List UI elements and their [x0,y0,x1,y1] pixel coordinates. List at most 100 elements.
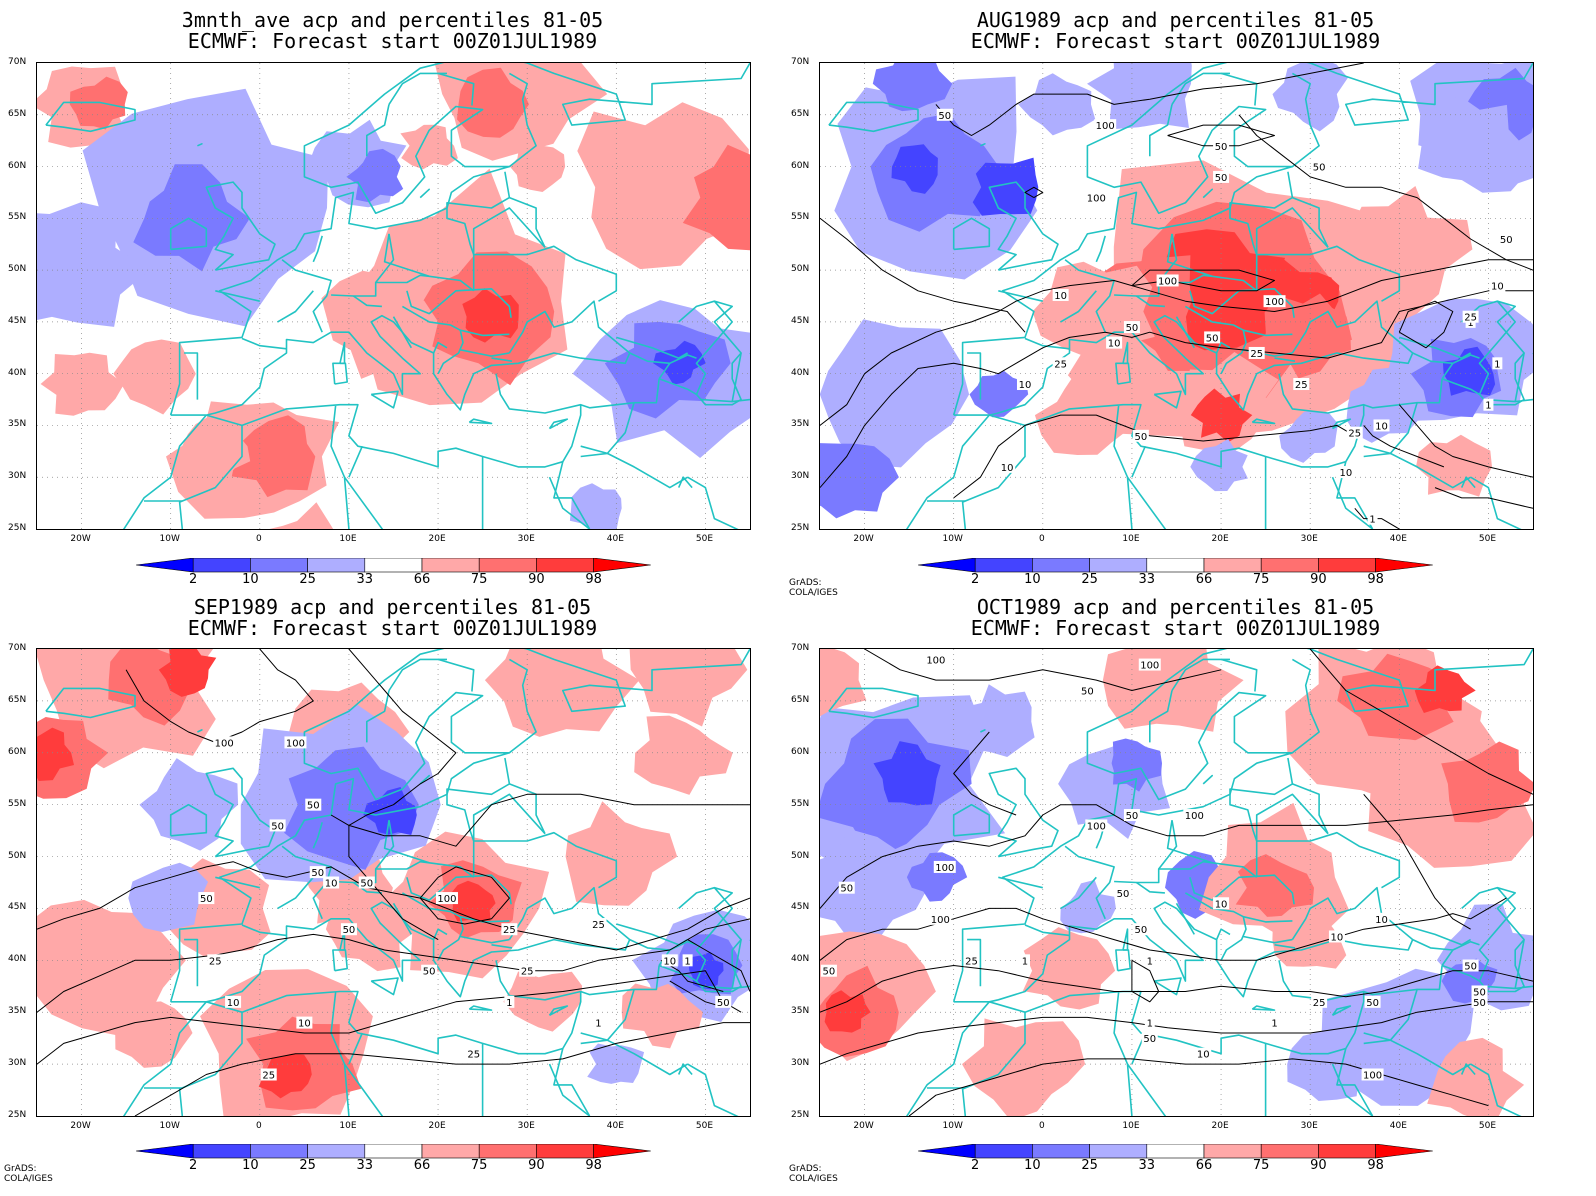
coastlines [45,63,750,529]
contour-label: 50 [1143,1034,1156,1045]
contour-label-bg [1144,954,1155,967]
coastline [1060,290,1097,323]
lon-tick-label: 30E [1300,1121,1318,1131]
coastline [330,992,350,1116]
contour-line [1398,404,1533,478]
coastline [989,373,1365,468]
coastline [1452,940,1480,951]
contour-label-bg [933,860,956,873]
colorbar-label: 33 [1138,572,1156,587]
contour-label: 25 [1348,429,1361,440]
coastline [406,288,512,318]
shade-region [450,880,496,923]
coastline [1412,352,1454,380]
coastline [215,876,260,889]
contour-label: 50 [1134,432,1147,443]
coastline [548,476,591,529]
contour-line [820,897,1507,961]
coastline [677,1063,693,1076]
contour-label-bg [421,964,438,977]
contour-line [908,1058,1489,1116]
lon-tick-label: 10W [942,534,963,544]
coastline [472,207,546,255]
colorbar-swatch [1089,557,1148,573]
contour-label: 1 [1485,401,1491,412]
coastline [1148,104,1173,157]
coastline [184,352,199,400]
coastline [905,1001,990,1116]
coastline [1483,985,1533,990]
shade-region [891,144,938,194]
contour-label-bg [1492,357,1503,370]
lat-tick-label: 30N [8,471,27,482]
contour-label: 50 [1215,173,1228,184]
coastline [1115,362,1132,385]
lon-tick-label: 10E [1122,1121,1140,1131]
contour-label: 100 [935,863,954,874]
shade-region [962,1018,1086,1116]
coastline [580,452,608,458]
colorbar-label: 90 [1310,572,1327,587]
contour-label-bg [1373,912,1390,925]
contour-label: 10 [1375,421,1388,432]
coastline [169,803,208,837]
contour-line [687,939,750,992]
coastline [687,476,739,529]
contour-label-bg [1204,331,1221,344]
coastline [375,274,475,292]
colorbar-label: 2 [971,572,980,587]
contour-label-bg [1123,321,1140,334]
coastline [548,418,569,430]
lon-tick-label: 50E [1478,1121,1497,1131]
contour-line [348,649,457,941]
contour-label-bg [305,798,322,811]
contour-label-bg [1132,429,1149,442]
lon-tick-label: 30E [517,1121,535,1131]
coastline [731,352,742,402]
lon-tick-label: 50E [695,1121,714,1131]
coastline [1274,944,1296,949]
coastline [352,295,382,308]
lat-tick-label: 55N [8,212,27,223]
colorbar-label: 98 [585,1158,602,1173]
coastline [331,233,395,297]
contour-label-bg [358,876,375,889]
contour-label-bg [1141,1032,1158,1045]
coastline [1135,881,1165,894]
lon-tick-label: 20W [70,1121,91,1131]
contour-label: 25 [592,920,605,931]
shade-region [503,971,583,1032]
lat-tick-label: 55N [8,798,27,809]
contour-label: 10 [1331,932,1344,943]
colorbar-swatch [478,557,537,573]
contour-line [820,965,1533,1013]
contour-label-bg [1248,346,1265,359]
contour-label-bg [1328,930,1345,943]
colorbar-label: 25 [299,572,316,587]
coastline [348,1032,364,1065]
coastline [828,101,919,133]
coastline [383,820,430,864]
coastline [1331,1063,1374,1116]
coastline [1514,939,1525,989]
contour-label-bg [1016,378,1033,391]
coastline [343,1063,384,1116]
percentile-shading [37,649,750,1116]
coastline [419,188,431,199]
coastline [1189,874,1295,905]
coastline [473,245,618,302]
contour-label-bg [309,866,326,879]
contour-label: 50 [1473,998,1486,1009]
coastline [1175,902,1195,935]
coastline [1184,305,1247,375]
contour-label-bg [284,736,307,749]
coastline [980,729,986,733]
contour-label-bg [1361,1068,1384,1081]
colorbar-swatch [1318,557,1376,573]
coastline [1220,72,1258,106]
shade-region [1427,1037,1525,1116]
contour-label-bg [207,954,224,967]
coastline [206,960,582,1055]
contour-label: 25 [1250,349,1263,360]
